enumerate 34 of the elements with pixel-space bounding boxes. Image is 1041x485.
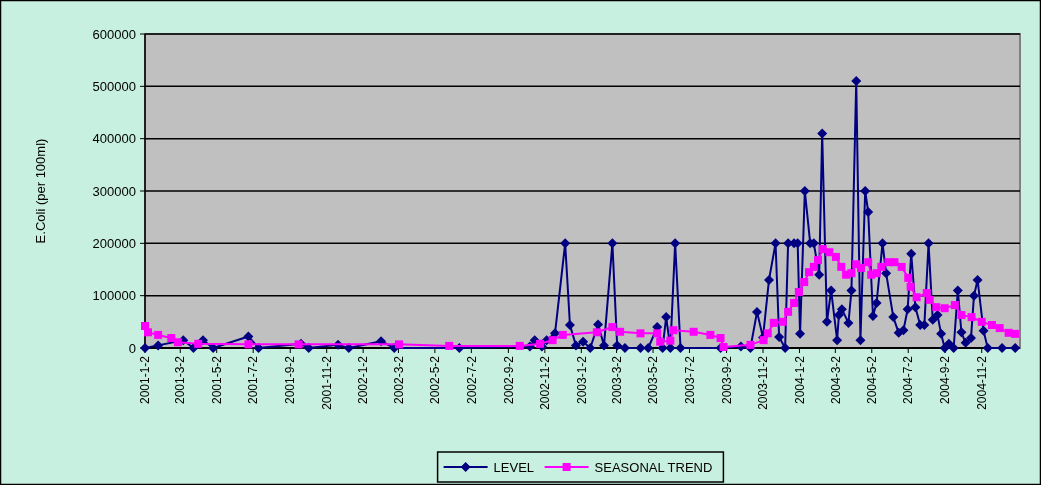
legend-label: LEVEL (493, 459, 535, 475)
x-tick-label: 2001-11-2 (319, 355, 334, 410)
x-tick-label: 2004-11-2 (974, 355, 989, 410)
x-tick-label: 2002-3-2 (391, 355, 406, 405)
x-tick-label: 2004-1-2 (792, 355, 807, 405)
x-tick-label: 2004-5-2 (864, 355, 879, 405)
y-tick-label: 300000 (92, 183, 136, 199)
y-tick-label: 400000 (92, 131, 136, 147)
y-tick-label: 200000 (92, 235, 136, 251)
x-tick-label: 2003-9-2 (719, 355, 734, 405)
x-tick-label: 2001-9-2 (283, 355, 298, 405)
x-tick-label: 2002-1-2 (356, 355, 371, 405)
x-tick-label: 2003-7-2 (682, 355, 697, 405)
x-tick-label: 2001-3-2 (173, 355, 188, 405)
y-tick-label: 0 (128, 340, 136, 356)
y-tick-label: 500000 (92, 78, 136, 94)
x-tick-label: 2004-3-2 (828, 355, 843, 405)
x-tick-label: 2002-11-2 (538, 355, 553, 410)
x-tick-label: 2001-7-2 (246, 355, 261, 405)
x-tick-label: 2002-9-2 (501, 355, 516, 405)
y-tick-label: 100000 (92, 288, 136, 304)
y-tick-label: 600000 (92, 26, 136, 42)
x-tick-label: 2001-5-2 (209, 355, 224, 405)
x-tick-label: 2003-3-2 (609, 355, 624, 405)
y-axis-title: E.Coli (per 100ml) (33, 138, 48, 244)
x-tick-label: 2004-7-2 (901, 355, 916, 405)
legend-label: SEASONAL TREND (594, 459, 713, 475)
x-tick-label: 2001-1-2 (138, 355, 153, 405)
x-tick-label: 2003-1-2 (574, 355, 589, 405)
x-tick-label: 2003-11-2 (756, 355, 771, 410)
x-tick-label: 2002-5-2 (428, 355, 443, 405)
x-tick-label: 2004-9-2 (938, 355, 953, 405)
x-tick-label: 2003-5-2 (646, 355, 661, 405)
x-tick-label: 2002-7-2 (464, 355, 479, 405)
